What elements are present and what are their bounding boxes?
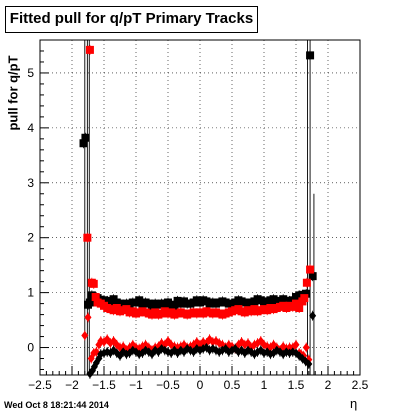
x-tick-label: 1 — [261, 378, 268, 392]
square-marker — [170, 301, 179, 310]
x-tick-label: 2.5 — [352, 378, 369, 392]
square-marker — [89, 279, 98, 288]
square-marker — [306, 51, 315, 60]
square-marker — [302, 278, 311, 287]
y-tick-label: 1 — [27, 286, 34, 300]
y-tick-label: 2 — [27, 231, 34, 245]
y-tick-label: 5 — [27, 66, 34, 80]
square-marker — [79, 139, 88, 148]
data-markers — [79, 45, 317, 379]
diamond-marker — [84, 312, 92, 322]
diamond-marker — [81, 330, 89, 340]
x-tick-label: 1.5 — [288, 378, 305, 392]
square-marker — [85, 45, 94, 54]
chart-title-box: Fitted pull for q/pT Primary Tracks — [5, 6, 258, 33]
y-tick-label: 0 — [27, 341, 34, 355]
diamond-marker — [292, 340, 300, 350]
x-tick-label: −2 — [65, 378, 79, 392]
datestamp: Wed Oct 8 18:21:44 2014 — [4, 400, 109, 410]
diamond-marker — [305, 359, 313, 369]
x-tick-label: −0.5 — [156, 378, 180, 392]
y-axis-label-text: pull for q/pT — [5, 55, 21, 131]
y-tick-label: 4 — [27, 121, 34, 135]
square-marker — [81, 133, 90, 142]
y-axis-label: pull for q/pT — [4, 38, 22, 148]
square-marker — [91, 293, 100, 302]
x-tick-label: −2.5 — [28, 378, 52, 392]
square-marker — [106, 299, 115, 308]
plot-frame — [40, 40, 360, 375]
diamond-marker — [309, 311, 317, 321]
square-marker — [308, 272, 317, 281]
square-marker — [295, 304, 304, 312]
square-marker — [302, 289, 311, 298]
x-tick-label: 2 — [325, 378, 332, 392]
chart-title: Fitted pull for q/pT Primary Tracks — [9, 10, 254, 27]
diamond-marker — [302, 343, 310, 353]
x-tick-label: 0 — [197, 378, 204, 392]
x-axis-label: η — [350, 396, 358, 411]
x-tick-label: 0.5 — [224, 378, 241, 392]
x-tick-label: −1 — [129, 378, 143, 392]
axis-ticks: −2.5 −2 −1.5 −1 −0.5 0 0.5 1 1.5 2 2.5 0 1 2 3 4 5 — [27, 50, 369, 392]
square-marker — [85, 298, 94, 307]
y-tick-label: 3 — [27, 176, 34, 190]
x-tick-label: −1.5 — [92, 378, 116, 392]
square-marker — [83, 233, 92, 242]
square-marker — [306, 265, 315, 274]
square-marker — [300, 294, 309, 303]
square-marker — [292, 299, 300, 308]
